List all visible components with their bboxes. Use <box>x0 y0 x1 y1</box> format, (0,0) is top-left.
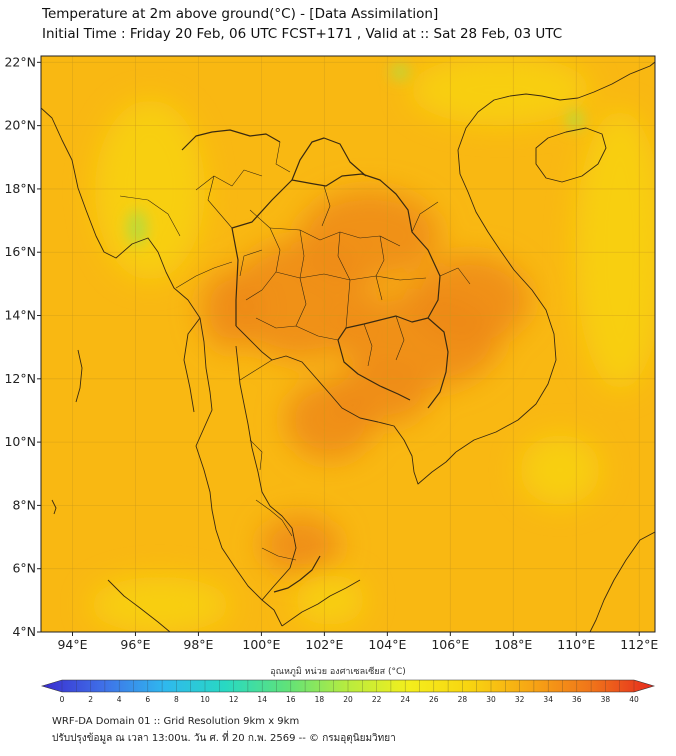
colorbar-tick-label: 14 <box>257 695 267 704</box>
lat-label: 6°N <box>12 561 36 576</box>
longitude-labels: 94°E 96°E 98°E 100°E 102°E 104°E 106°E 108°E 110… <box>57 637 658 652</box>
lon-label: 94°E <box>57 637 87 652</box>
lat-label: 18°N <box>4 181 36 196</box>
lat-label: 4°N <box>12 624 36 639</box>
colorbar-tick-label: 16 <box>286 695 296 704</box>
colorbar-tick-label: 18 <box>315 695 325 704</box>
colorbar-tick-label: 6 <box>145 695 150 704</box>
colorbar-tick-label: 22 <box>372 695 382 704</box>
colorbar-tick-label: 28 <box>458 695 468 704</box>
lon-label: 110°E <box>557 637 595 652</box>
colorbar-tick-label: 2 <box>88 695 93 704</box>
chart-subtitle: Initial Time : Friday 20 Feb, 06 UTC FCS… <box>42 26 563 42</box>
lat-label: 8°N <box>12 497 36 512</box>
lat-label: 10°N <box>4 434 36 449</box>
chart-title: Temperature at 2m above ground(°C) - [Da… <box>42 6 439 22</box>
lon-label: 98°E <box>183 637 213 652</box>
lat-label: 14°N <box>4 308 36 323</box>
colorbar-tick-label: 4 <box>117 695 122 704</box>
colorbar-tick-label: 40 <box>629 695 639 704</box>
lon-label: 100°E <box>242 637 280 652</box>
colorbar-tick-label: 26 <box>429 695 439 704</box>
colorbar-tick-label: 32 <box>515 695 525 704</box>
latitude-labels: 22°N 20°N 18°N 16°N 14°N 12°N 10°N 8°N 6°N 4°N <box>4 54 36 639</box>
lat-label: 12°N <box>4 371 36 386</box>
lon-label: 106°E <box>431 637 469 652</box>
boundaries-layer <box>41 61 655 632</box>
colorbar-tick-label: 8 <box>174 695 179 704</box>
lon-label: 112°E <box>620 637 658 652</box>
lon-label: 102°E <box>305 637 343 652</box>
colorbar-tick-label: 20 <box>343 695 353 704</box>
colorbar-tick-label: 34 <box>543 695 553 704</box>
colorbar-label: อุณหภูมิ หน่วย องศาเซลเซียส (°C) <box>270 667 406 677</box>
lat-label: 16°N <box>4 244 36 259</box>
lat-label: 22°N <box>4 54 36 69</box>
map-frame <box>40 55 656 633</box>
temperature-field <box>41 56 655 632</box>
colorbar-tick-label: 0 <box>60 695 65 704</box>
lon-label: 96°E <box>120 637 150 652</box>
colorbar-tick-label: 24 <box>400 695 410 704</box>
colorbar-tick-label: 10 <box>200 695 210 704</box>
lon-label: 108°E <box>494 637 532 652</box>
lat-label: 20°N <box>4 118 36 133</box>
lon-label: 104°E <box>368 637 406 652</box>
footer-domain-info: WRF-DA Domain 01 :: Grid Resolution 9km … <box>52 716 300 727</box>
colorbar-tick-label: 38 <box>601 695 611 704</box>
footer-update-info: ปรับปรุงข้อมูล ณ เวลา 13:00น. วัน ศ. ที่… <box>52 733 396 744</box>
colorbar: 0 2 4 6 8 10 12 14 16 18 20 22 24 26 28 30 32 34 36 38 40 <box>40 679 656 704</box>
grid-lines <box>41 56 655 632</box>
colorbar-tick-label: 12 <box>229 695 239 704</box>
colorbar-tick-label: 30 <box>486 695 496 704</box>
colorbar-tick-label: 36 <box>572 695 582 704</box>
